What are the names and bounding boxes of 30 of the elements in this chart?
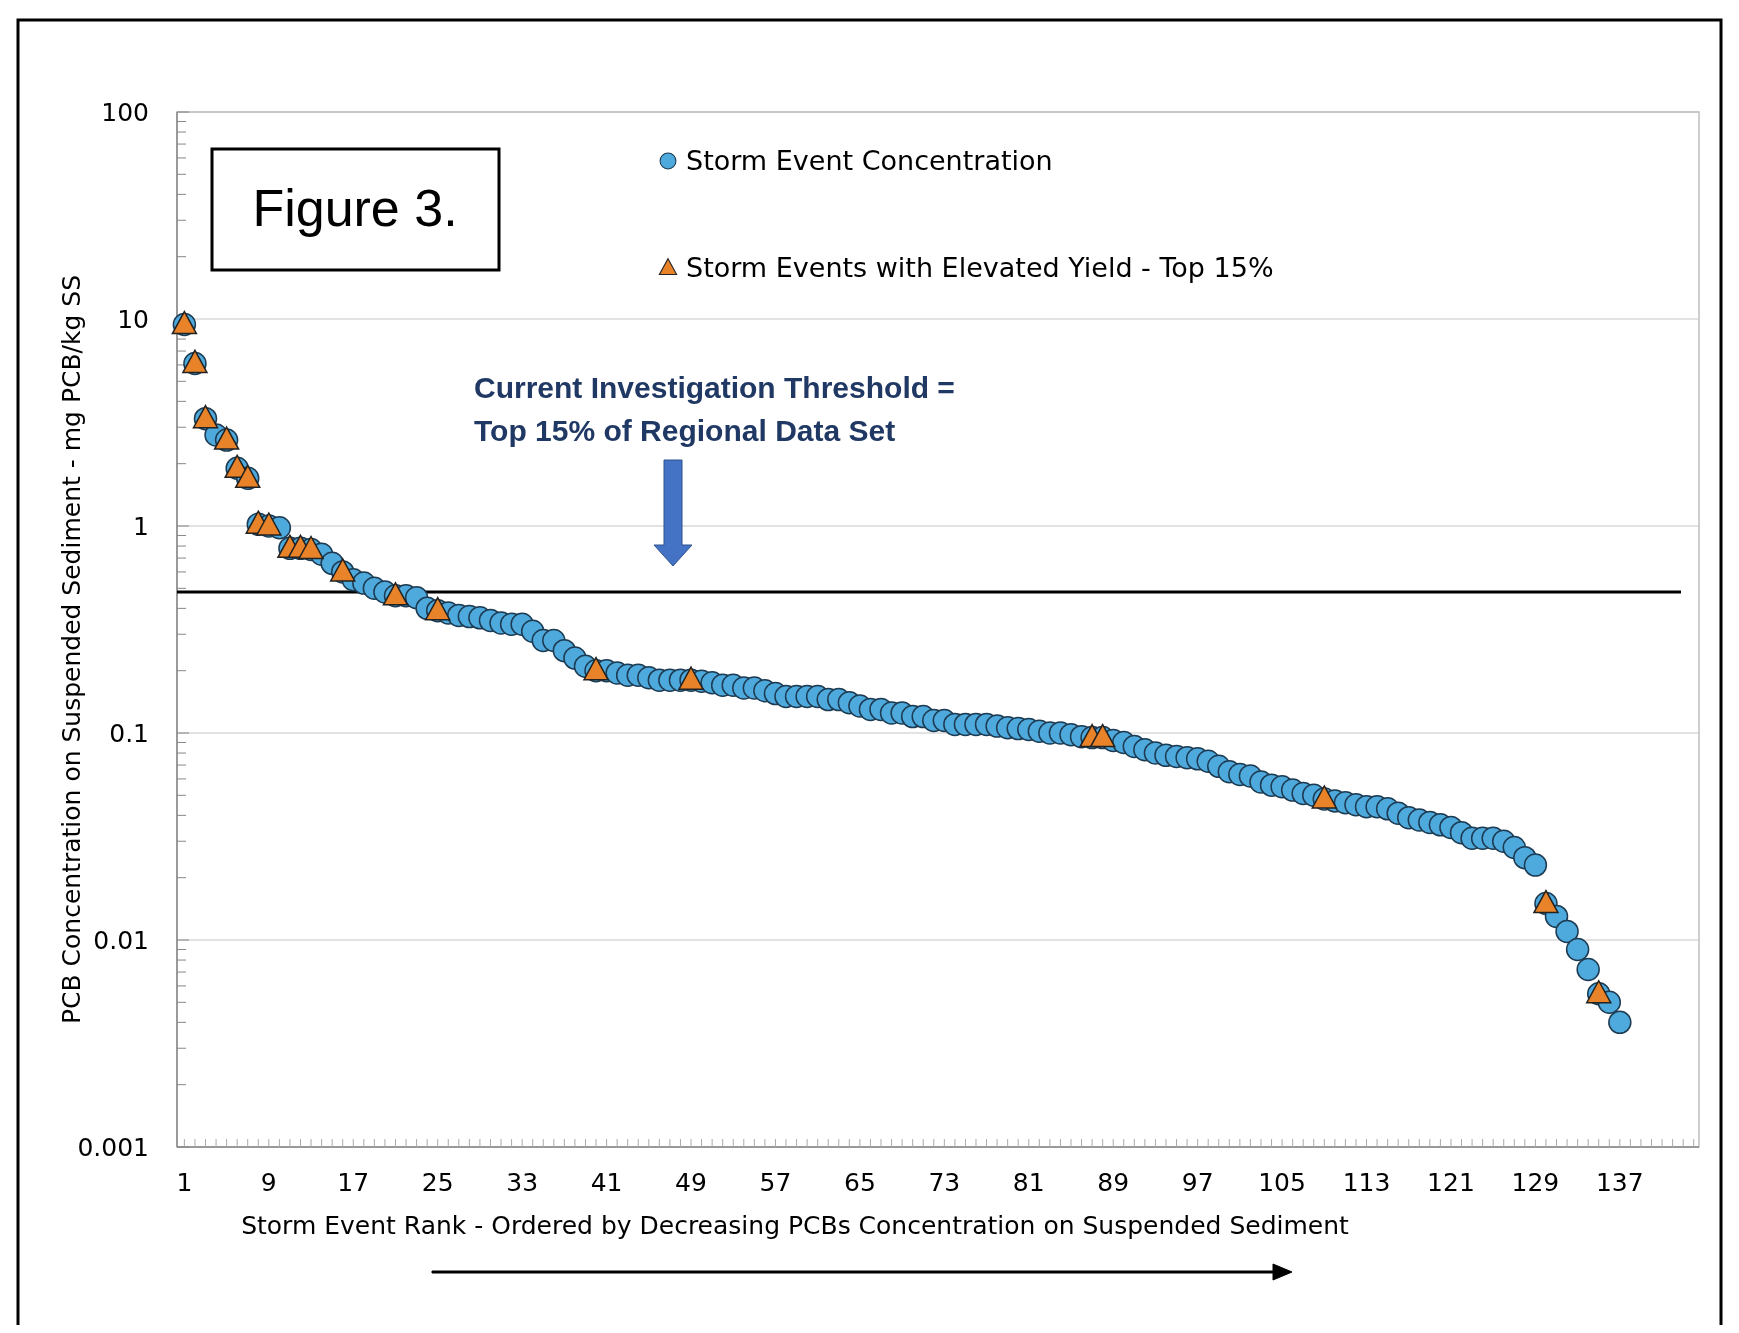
x-tick-label: 137 <box>1595 1168 1644 1197</box>
x-tick-label: 57 <box>759 1168 792 1197</box>
y-tick-label: 10 <box>117 304 149 334</box>
y-tick-label: 0.01 <box>93 925 149 955</box>
legend-label: Storm Events with Elevated Yield - Top 15% <box>686 252 1274 284</box>
x-tick-label: 105 <box>1258 1168 1306 1197</box>
x-tick-label: 9 <box>260 1168 277 1197</box>
x-tick-label: 65 <box>843 1168 876 1197</box>
x-tick-label: 97 <box>1181 1168 1214 1197</box>
x-tick-label: 113 <box>1342 1168 1391 1197</box>
x-tick-label: 25 <box>421 1168 454 1197</box>
y-tick-label: 1 <box>133 511 149 541</box>
x-tick-label: 89 <box>1097 1168 1130 1197</box>
x-tick-label: 41 <box>590 1168 623 1197</box>
y-tick-label: 0.001 <box>77 1132 149 1162</box>
x-tick-label: 121 <box>1427 1168 1475 1197</box>
y-axis-title: PCB Concentration on Suspended Sediment - mg PCB/kg SS <box>57 274 86 1025</box>
x-tick-label: 1 <box>176 1168 193 1197</box>
x-tick-label: 49 <box>675 1168 707 1197</box>
x-tick-label: 73 <box>928 1168 961 1197</box>
x-tick-label: 33 <box>506 1168 539 1197</box>
legend-label: Storm Event Concentration <box>686 145 1053 177</box>
annotation: Current Investigation Threshold = Top 15% of Regional Data Set <box>474 371 955 447</box>
x-axis-title: Storm Event Rank - Ordered by Decreasing PCBs Concentration on Suspended Sediment <box>241 1211 1350 1240</box>
x-tick-label: 81 <box>1012 1168 1045 1197</box>
text: Figure 3. <box>252 179 458 237</box>
x-tick-label: 17 <box>337 1168 370 1197</box>
y-tick-label: 0.1 <box>109 718 149 748</box>
x-tick-label: 129 <box>1511 1168 1560 1197</box>
y-tick-label: 100 <box>101 97 149 127</box>
